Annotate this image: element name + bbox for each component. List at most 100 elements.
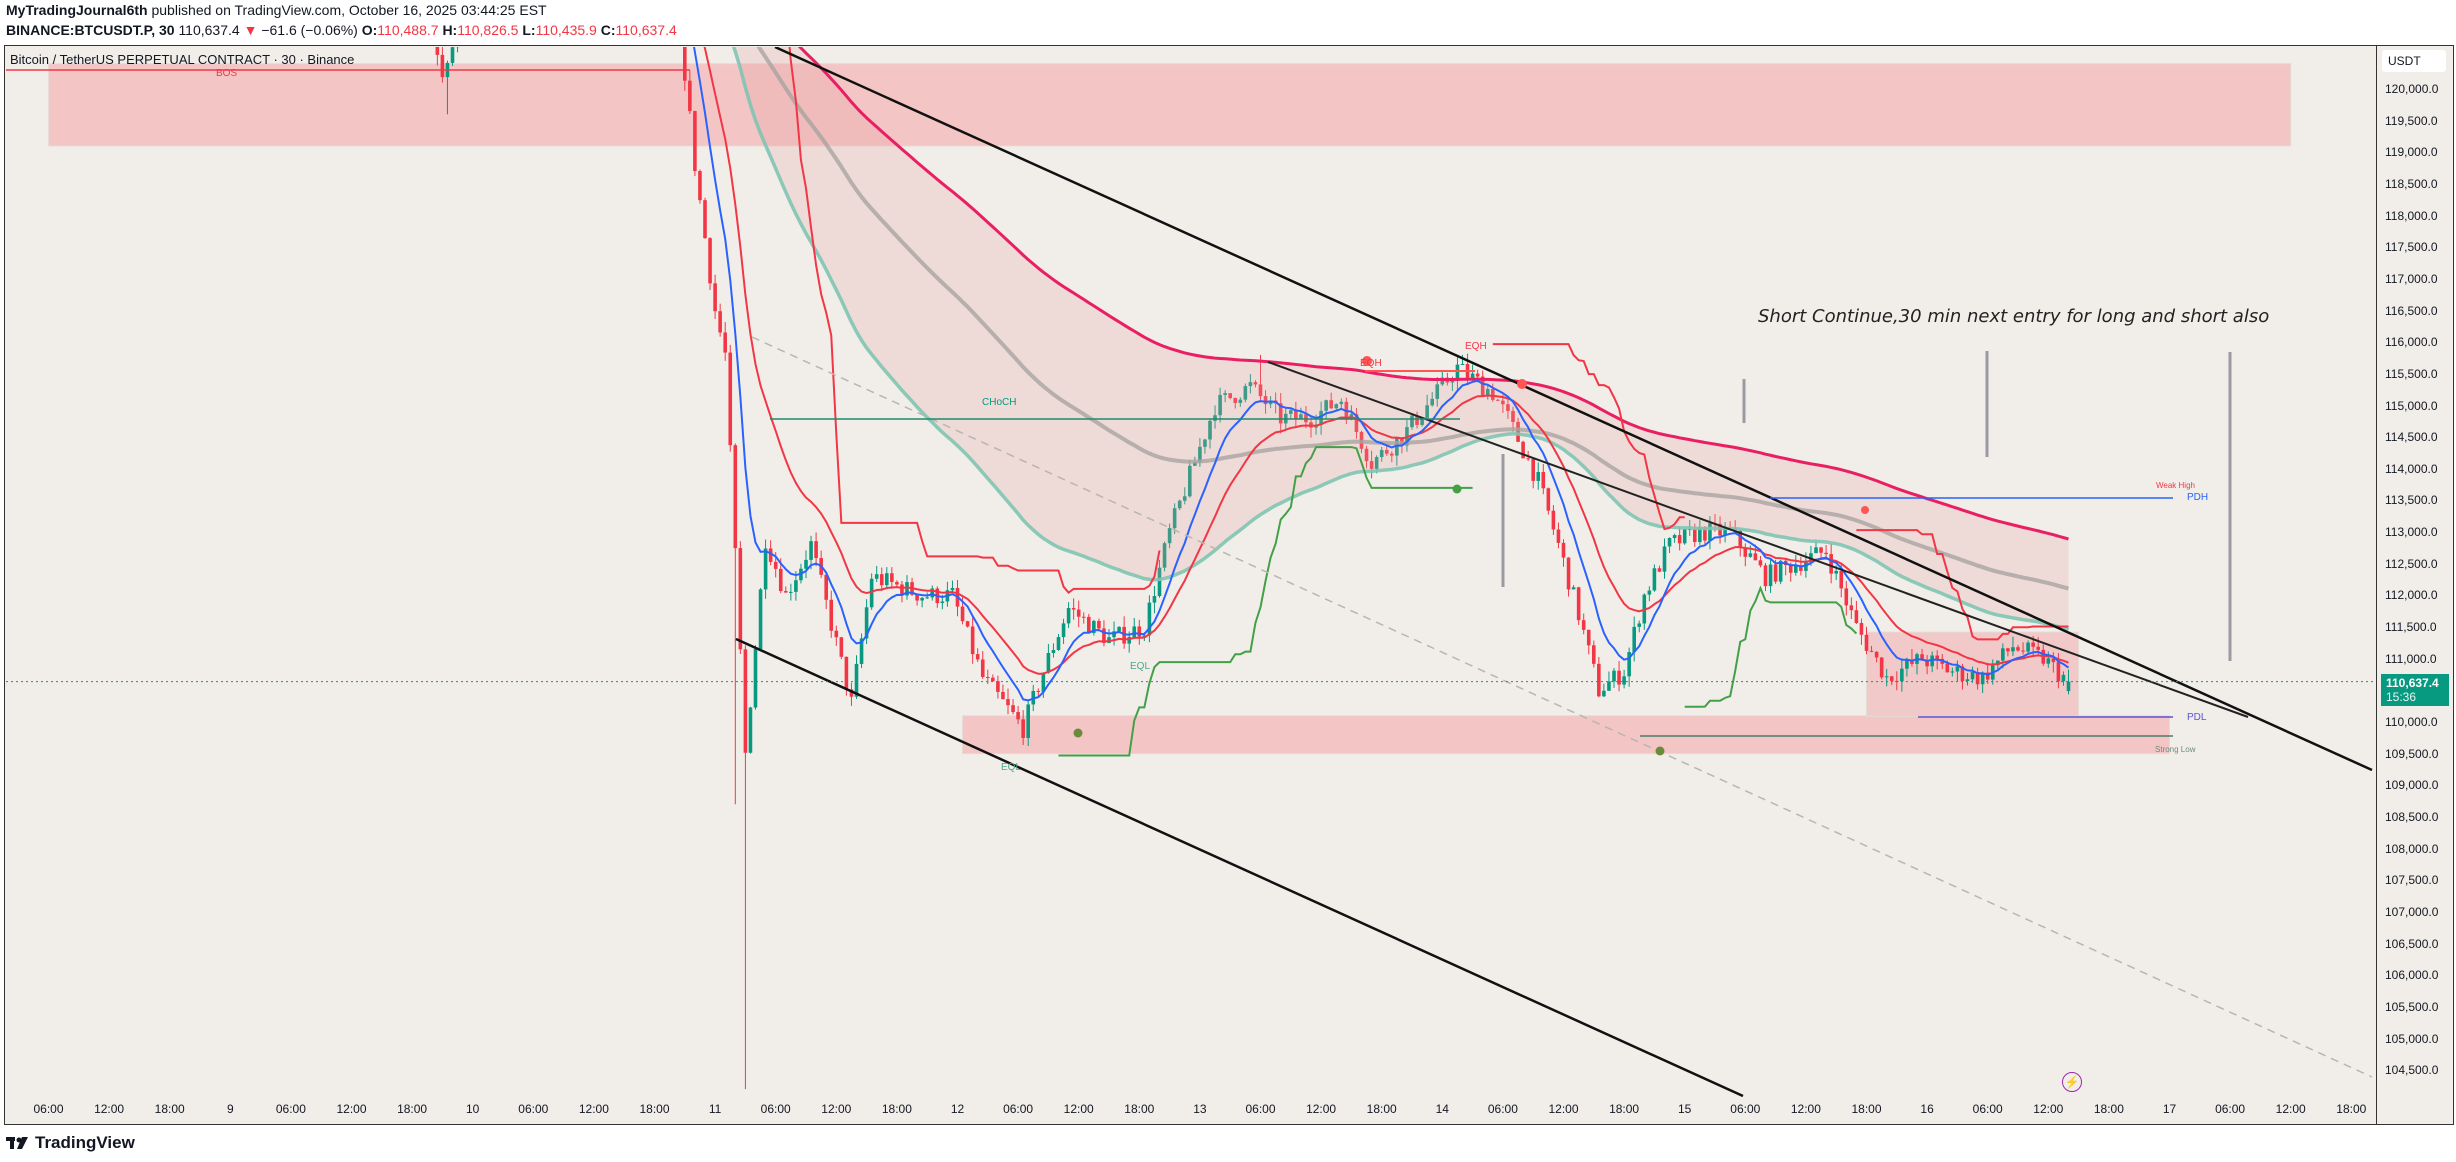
swing-low-marker	[1655, 746, 1665, 756]
high-value: 110,826.5	[457, 22, 519, 38]
candle	[1743, 543, 1748, 567]
candle	[879, 567, 884, 592]
candle-body	[1208, 420, 1212, 440]
candle	[450, 47, 455, 66]
price-axis[interactable]	[2376, 45, 2454, 1125]
candle-body	[1985, 672, 1990, 680]
candle-body	[1203, 439, 1207, 447]
candle	[991, 674, 995, 682]
candle	[1975, 667, 1980, 690]
candle	[1036, 688, 1041, 697]
symbol: BINANCE:BTCUSDT.P, 30	[6, 22, 175, 38]
candle-body	[1864, 634, 1869, 651]
down-arrow-icon: ▼	[243, 22, 258, 38]
candle-body	[1551, 510, 1556, 530]
candle-body	[1889, 676, 1894, 681]
candle-body	[1607, 681, 1611, 691]
time-tick-label: 18:00	[1609, 1102, 1640, 1116]
candle	[1319, 401, 1323, 435]
candle	[698, 169, 702, 204]
candle-body	[1884, 676, 1889, 678]
candle	[431, 5, 435, 31]
candle-body	[1874, 651, 1879, 658]
currency-unit[interactable]: USDT	[2382, 50, 2446, 72]
candle	[733, 443, 738, 805]
candle-body	[1324, 400, 1328, 411]
candle-body	[1334, 404, 1339, 409]
candle	[1061, 618, 1066, 644]
candle-body	[1677, 535, 1682, 544]
candle	[1238, 397, 1243, 407]
candle	[1066, 602, 1071, 629]
candle-body	[890, 573, 894, 582]
candle-body	[1243, 386, 1248, 400]
text-annotation[interactable]: Short Continue,30 min next entry for lon…	[1758, 306, 2270, 327]
candle	[1930, 651, 1934, 673]
candle-body	[834, 630, 839, 638]
time-tick-label: 18:00	[154, 1102, 185, 1116]
candle-body	[1001, 691, 1005, 700]
swing-high-marker	[1517, 379, 1527, 389]
time-tick-label: 12:00	[821, 1102, 852, 1116]
candle	[2011, 636, 2015, 657]
candle	[1950, 667, 1955, 677]
candle	[1672, 533, 1677, 543]
candle-body	[1521, 441, 1525, 459]
candle-body	[1218, 394, 1222, 416]
candle-body	[1223, 393, 1227, 395]
candle	[728, 344, 733, 452]
candle-body	[1147, 602, 1152, 636]
candle	[1213, 405, 1217, 429]
candle-body	[2011, 647, 2015, 652]
candle	[1819, 546, 1823, 558]
chart-pane[interactable]	[4, 45, 2454, 1125]
candle-body	[1177, 500, 1182, 509]
candle	[975, 648, 980, 663]
price-change: −61.6 (−0.06%)	[261, 22, 358, 38]
bos-label: BOS	[216, 68, 238, 79]
candle-body	[2021, 650, 2025, 652]
candle-body	[723, 332, 727, 353]
candle	[1647, 586, 1652, 602]
price-tick-label: 104,500.0	[2385, 1063, 2439, 1078]
footer-brand: TradingView	[6, 1133, 135, 1153]
candle-body	[2056, 662, 2061, 682]
lightning-bolt-icon[interactable]: ⚡	[2062, 1072, 2082, 1092]
candle-body	[440, 54, 445, 78]
candle-body	[1930, 655, 1934, 667]
candle	[814, 532, 818, 567]
candle	[2006, 647, 2010, 657]
candle-body	[1693, 529, 1697, 543]
candle	[1763, 562, 1768, 592]
candle	[950, 580, 955, 592]
candle	[859, 633, 864, 669]
candle-body	[1910, 659, 1914, 664]
price-tick-label: 117,000.0	[2385, 271, 2438, 286]
pdh-label: PDH	[2187, 492, 2209, 503]
swing-low-marker	[1073, 728, 1083, 738]
candle-body	[1061, 623, 1066, 638]
candle-body	[804, 559, 808, 569]
candle-body	[1566, 557, 1571, 590]
candle-body	[1516, 421, 1520, 442]
candle-body	[980, 659, 985, 677]
price-tick-label: 108,000.0	[2385, 841, 2439, 856]
swing-high-marker	[1861, 506, 1869, 514]
price-tick-label: 119,000.0	[2385, 145, 2438, 160]
candle-body	[1364, 448, 1369, 462]
candle-body	[1834, 570, 1838, 574]
time-tick-label: 06:00	[275, 1102, 306, 1116]
candle	[1354, 408, 1359, 439]
candle-body	[859, 638, 864, 664]
candle-body	[763, 548, 768, 590]
time-tick-label: 11	[708, 1102, 722, 1116]
candle-body	[1425, 405, 1429, 418]
candle-body	[1092, 620, 1096, 633]
candle-body	[1854, 610, 1859, 623]
time-tick-label: 06:00	[1487, 1102, 1518, 1116]
price-tick-label: 114,000.0	[2385, 461, 2438, 476]
choch-label: CHoCH	[982, 397, 1017, 408]
candle-body	[1081, 616, 1086, 618]
candle-body	[688, 80, 692, 112]
